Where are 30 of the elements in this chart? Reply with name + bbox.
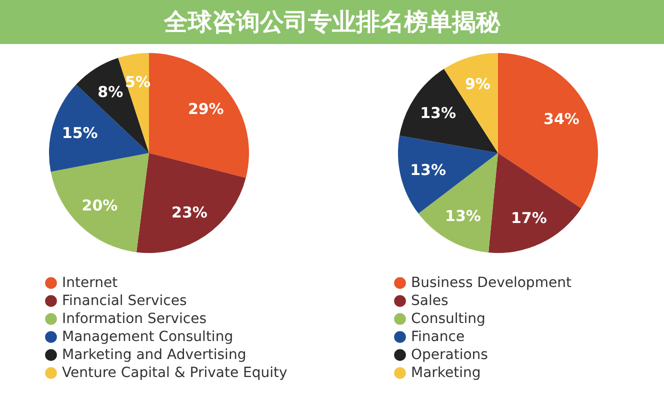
data-label: 17% bbox=[510, 209, 547, 228]
legend-label: Finance bbox=[411, 329, 465, 345]
pie-slice bbox=[488, 153, 582, 253]
data-label: 15% bbox=[62, 124, 98, 142]
legend-label: Management Consulting bbox=[62, 329, 234, 345]
pie-slice bbox=[498, 53, 598, 208]
chart-title: 全球咨询公司专业排名榜单揭秘 bbox=[0, 0, 664, 44]
pie-slice bbox=[136, 153, 246, 253]
legend-label: Information Services bbox=[62, 311, 207, 327]
data-label: 29% bbox=[188, 100, 224, 118]
pie-slice bbox=[400, 68, 498, 153]
legend-label: Operations bbox=[411, 347, 488, 363]
data-label: 9% bbox=[464, 74, 490, 93]
legend-label: Financial Services bbox=[62, 293, 187, 309]
legend-label: Marketing bbox=[411, 365, 481, 381]
data-label: 34% bbox=[544, 110, 580, 128]
data-label: 13% bbox=[420, 104, 456, 122]
data-label: 13% bbox=[410, 160, 446, 179]
legend-label: Internet bbox=[62, 275, 118, 291]
data-label: 8% bbox=[98, 83, 124, 102]
data-label: 23% bbox=[172, 204, 208, 222]
legend-label: Consulting bbox=[411, 311, 486, 327]
data-label: 20% bbox=[82, 196, 118, 214]
pie-slice bbox=[149, 53, 249, 178]
legend-label: Marketing and Advertising bbox=[62, 347, 246, 363]
legend-label: Sales bbox=[411, 293, 448, 309]
legend-label: Venture Capital & Private Equity bbox=[62, 365, 288, 381]
pie-slice bbox=[50, 153, 149, 252]
data-label: 13% bbox=[445, 206, 481, 225]
legend-label: Business Development bbox=[411, 275, 572, 291]
